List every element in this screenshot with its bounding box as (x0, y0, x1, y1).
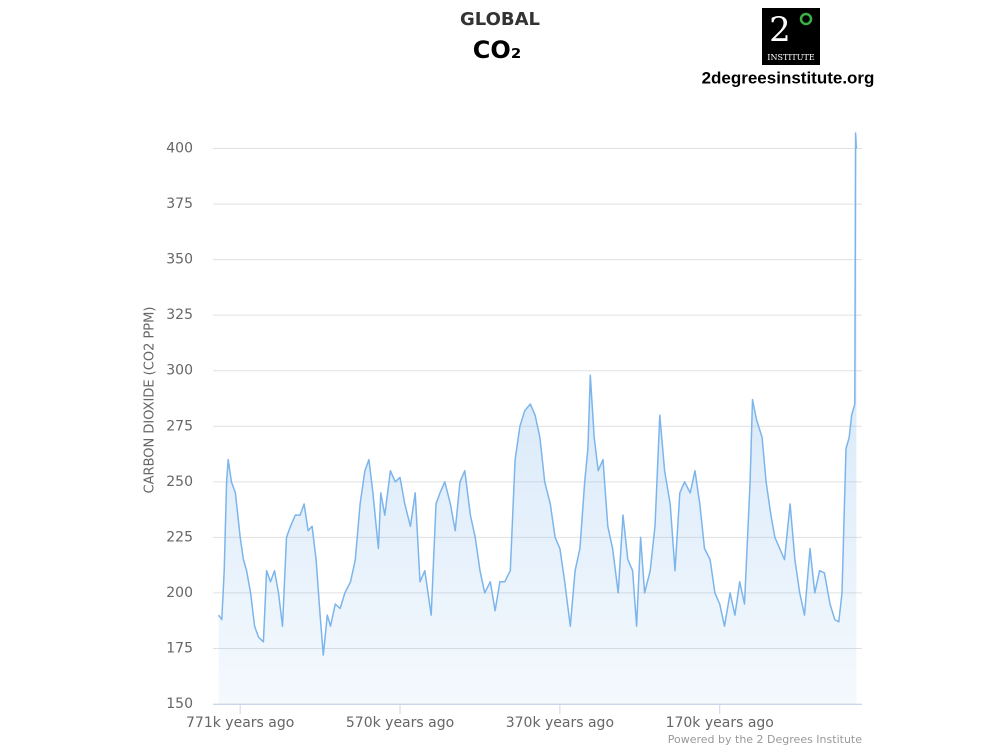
y-tick-label: 175 (166, 640, 193, 656)
y-tick-label: 300 (166, 363, 193, 379)
logo: 2 INSTITUTE 2degreesinstitute.org (702, 8, 875, 87)
y-tick-label: 325 (166, 307, 193, 323)
y-tick-label: 225 (166, 529, 193, 545)
line (217, 132, 858, 656)
area-fill (218, 133, 857, 704)
y-axis-label: CARBON DIOXIDE (CO2 PPM) (143, 307, 158, 494)
y-tick-label: 275 (166, 418, 193, 434)
logo-numeral: 2 (769, 10, 791, 50)
credit: Powered by the 2 Degrees Institute (668, 733, 862, 746)
logo-degree (799, 12, 813, 26)
x-tick-label: 570k years ago (346, 715, 454, 731)
chart-title: GLOBAL (460, 9, 540, 30)
x-tick-label: 370k years ago (506, 715, 614, 731)
x-tick-label: 170k years ago (666, 715, 774, 731)
y-tick-label: 250 (166, 474, 193, 490)
y-tick-label: 375 (166, 196, 193, 212)
y-tick-label: 350 (166, 252, 193, 268)
y-tick-label: 400 (166, 141, 193, 157)
logo-url: 2degreesinstitute.org (702, 68, 875, 87)
chart-subtitle: CO₂ (473, 36, 522, 64)
x-tick-label: 771k years ago (186, 715, 294, 731)
y-tick-label: 200 (166, 585, 193, 601)
y-tick-label: 150 (166, 696, 193, 712)
logo-caption: INSTITUTE (767, 53, 815, 62)
